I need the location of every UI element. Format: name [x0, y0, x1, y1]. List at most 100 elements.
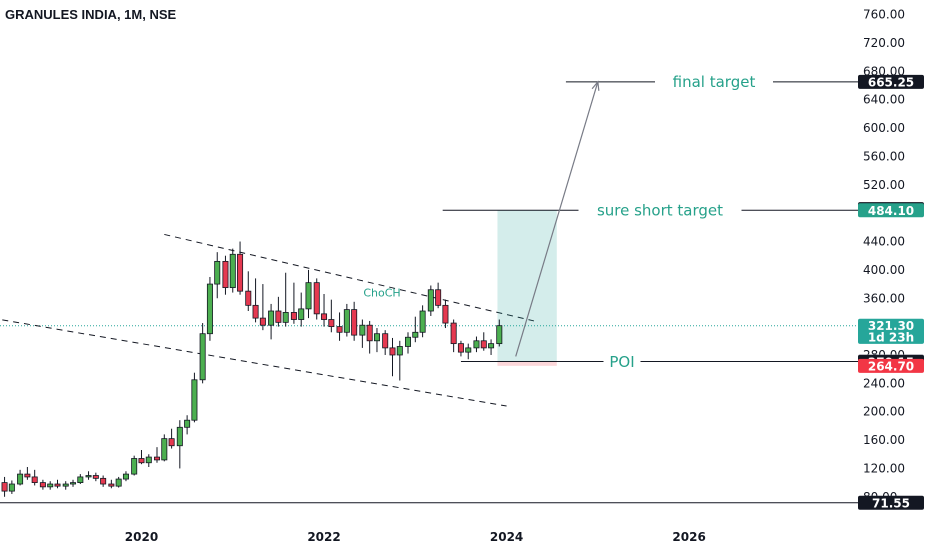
- annotation-sure-short-target: sure short target: [597, 202, 723, 220]
- price-tag: 71.55: [858, 495, 924, 510]
- x-tick-label: 2022: [307, 530, 340, 544]
- candle-body: [496, 325, 503, 345]
- candle: [405, 332, 412, 354]
- price-tag-bg: [858, 74, 924, 89]
- chart-drawings: final target sure short target POI ChoCH: [0, 71, 858, 407]
- candle: [145, 454, 152, 468]
- candle-body: [275, 310, 282, 323]
- candle-body: [131, 458, 138, 475]
- candle: [373, 328, 380, 353]
- candle: [457, 340, 464, 357]
- candle: [153, 447, 160, 463]
- candle: [419, 305, 426, 338]
- candle: [465, 343, 472, 360]
- candle: [473, 336, 480, 353]
- channel-line: [164, 233, 535, 322]
- candle: [108, 479, 115, 489]
- candle-body: [259, 317, 266, 326]
- candle: [328, 299, 335, 333]
- y-axis: 80.00120.00160.00200.00240.00280.00320.0…: [863, 8, 905, 504]
- candle: [54, 479, 61, 489]
- candle-body: [237, 253, 244, 292]
- candle: [184, 415, 191, 435]
- candle-body: [412, 331, 419, 338]
- candle-body: [176, 426, 183, 447]
- candle: [138, 449, 145, 465]
- candle-body: [359, 324, 366, 336]
- price-tag-label: 71.55: [872, 496, 910, 510]
- candle-body: [62, 483, 69, 487]
- candle: [70, 479, 77, 487]
- price-tag-label: 264.70: [868, 359, 914, 373]
- price-tag-bg: [858, 358, 924, 373]
- candle-body: [70, 482, 77, 485]
- chart-grid: [0, 325, 858, 504]
- y-tick-label: 360.00: [863, 291, 905, 305]
- candle: [275, 296, 282, 327]
- target-zone: [497, 210, 557, 362]
- candle: [31, 469, 38, 486]
- candle-body: [184, 419, 191, 428]
- candle: [450, 319, 457, 353]
- candle-body: [435, 289, 442, 306]
- candle-body: [405, 336, 412, 347]
- stop-zone: [497, 361, 557, 366]
- y-tick-label: 520.00: [863, 178, 905, 192]
- annotation-bg: [603, 351, 641, 373]
- candle-body: [465, 347, 472, 353]
- candle: [47, 481, 54, 490]
- candle-body: [24, 473, 31, 478]
- candle: [252, 278, 259, 323]
- price-tag: 1d 23h: [858, 329, 924, 344]
- candle: [396, 340, 403, 381]
- y-tick-label: 640.00: [863, 93, 905, 107]
- price-tag: 264.70: [858, 358, 924, 373]
- candle: [305, 269, 312, 319]
- price-tag-bg: [858, 329, 924, 344]
- candle: [442, 299, 449, 329]
- candle-body: [382, 333, 389, 349]
- target-arrow-head: [591, 80, 600, 91]
- candle-body: [298, 308, 305, 320]
- candle: [199, 323, 206, 384]
- y-tick-label: 720.00: [863, 36, 905, 50]
- y-tick-label: 240.00: [863, 376, 905, 390]
- candle-body: [473, 340, 480, 349]
- candle: [222, 255, 229, 295]
- candle: [122, 471, 129, 482]
- candle-body: [122, 473, 129, 480]
- price-tag-bg: [858, 203, 924, 218]
- candle: [92, 472, 99, 482]
- annotation-poi: POI: [609, 353, 634, 371]
- candle-body: [214, 260, 221, 285]
- price-tag-label: 1d 23h: [868, 330, 914, 344]
- candle-body: [115, 478, 122, 487]
- candle: [480, 332, 487, 351]
- y-tick-label: 160.00: [863, 433, 905, 447]
- candle-body: [480, 340, 487, 349]
- candle: [214, 252, 221, 299]
- candle-body: [39, 482, 46, 488]
- candle: [191, 372, 198, 423]
- y-tick-label: 440.00: [863, 235, 905, 249]
- y-tick-label: 200.00: [863, 405, 905, 419]
- candle: [1, 476, 8, 497]
- candle-body: [252, 304, 259, 319]
- candle-body: [1, 482, 8, 492]
- candle: [8, 480, 15, 494]
- annotation-bg: [578, 199, 742, 221]
- price-tag: 665.25: [858, 74, 924, 89]
- candle-body: [191, 379, 198, 421]
- x-tick-label: 2026: [672, 530, 705, 544]
- candle: [366, 320, 373, 354]
- price-tag-label: 484.10: [868, 204, 914, 218]
- target-arrow: [515, 81, 599, 357]
- candle: [24, 467, 31, 480]
- x-tick-label: 2020: [125, 530, 158, 544]
- candle: [488, 339, 495, 355]
- candle: [206, 276, 213, 341]
- candle: [290, 282, 297, 324]
- candle: [245, 271, 252, 312]
